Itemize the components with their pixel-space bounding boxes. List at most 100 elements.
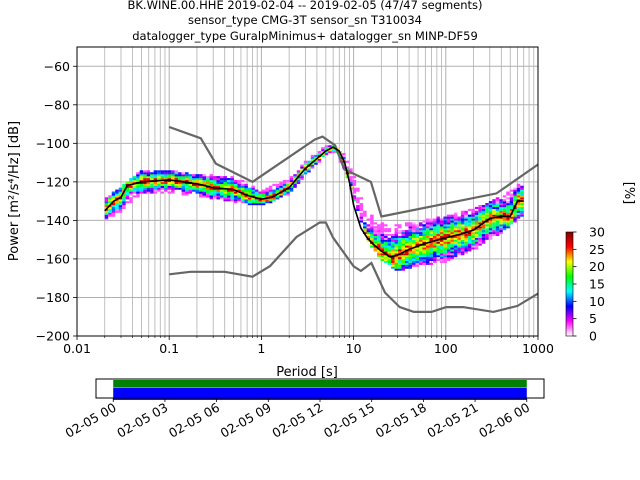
pdf-cell — [411, 226, 416, 229]
pdf-cell — [356, 201, 360, 204]
pdf-cell — [513, 195, 517, 198]
pdf-cell — [405, 266, 409, 269]
pdf-cell — [474, 214, 479, 217]
pdf-cell — [171, 176, 175, 179]
pdf-cell — [457, 226, 461, 229]
pdf-cell — [377, 249, 381, 252]
pdf-cell — [289, 189, 294, 192]
pdf-cell — [293, 185, 297, 188]
pdf-cell — [509, 208, 514, 211]
pdf-cell — [171, 183, 175, 186]
y-axis: −200−180−160−140−120−100−80−60 — [36, 59, 77, 344]
pdf-cell — [401, 249, 406, 252]
pdf-cell — [513, 220, 517, 223]
pdf-cell — [499, 199, 503, 202]
pdf-cell — [254, 199, 259, 202]
pdf-cell — [467, 247, 472, 250]
pdf-cell — [380, 235, 385, 238]
pdf-cell — [443, 231, 447, 235]
pdf-cell — [356, 187, 360, 190]
pdf-cell — [450, 231, 454, 235]
pdf-cell — [488, 201, 493, 204]
pdf-cell — [516, 203, 521, 206]
pdf-cell — [425, 235, 430, 238]
pdf-cell — [104, 218, 109, 221]
pdf-cell — [356, 204, 360, 208]
pdf-cell — [460, 235, 465, 238]
pdf-cell — [446, 231, 451, 235]
pdf-cell — [230, 191, 234, 194]
pdf-cell — [425, 224, 430, 227]
pdf-cell — [488, 220, 493, 223]
pdf-cell — [216, 191, 220, 194]
pdf-cell — [289, 187, 294, 190]
pdf-cell — [247, 201, 252, 204]
pdf-cell — [303, 172, 308, 175]
pdf-cell — [478, 218, 482, 221]
pdf-cell — [478, 239, 482, 242]
pdf-cell — [310, 162, 315, 165]
pdf-cell — [499, 201, 503, 204]
pdf-cell — [108, 199, 112, 202]
pdf-cell — [502, 216, 507, 219]
pdf-cell — [408, 222, 412, 225]
pdf-cell — [146, 172, 151, 175]
pdf-cell — [212, 187, 217, 190]
pdf-cell — [411, 253, 416, 256]
pdf-cell — [398, 262, 402, 265]
pdf-cell — [446, 257, 451, 260]
pdf-cell — [391, 260, 395, 263]
pdf-cell — [443, 260, 447, 263]
pdf-cell — [384, 249, 388, 252]
pdf-cell — [244, 199, 248, 202]
pdf-cell — [223, 193, 227, 196]
pdf-cell — [520, 193, 524, 196]
pdf-cell — [251, 199, 255, 202]
pdf-cell — [478, 241, 482, 244]
pdf-cell — [279, 189, 283, 192]
pdf-cell — [405, 245, 409, 248]
pdf-cell — [122, 197, 126, 200]
pdf-cell — [432, 228, 437, 231]
pdf-cell — [202, 187, 207, 190]
pdf-cell — [492, 208, 496, 211]
pdf-cell — [192, 179, 196, 183]
pdf-cell — [516, 199, 521, 202]
pdf-cell — [139, 183, 144, 186]
pdf-cell — [422, 262, 426, 265]
pdf-cell — [233, 197, 238, 200]
pdf-cell — [513, 203, 517, 206]
pdf-cell — [104, 204, 109, 208]
pdf-cell — [446, 218, 451, 221]
pdf-cell — [471, 245, 475, 248]
pdf-cell — [202, 185, 207, 188]
pdf-cell — [436, 249, 440, 252]
pdf-cell — [349, 183, 353, 186]
pdf-cell — [446, 251, 451, 254]
pdf-cell — [436, 220, 440, 223]
pdf-cell — [132, 179, 137, 183]
pdf-cell — [108, 197, 112, 200]
pdf-cell — [153, 174, 158, 177]
pdf-cell — [275, 183, 280, 186]
pdf-cell — [136, 189, 140, 192]
pdf-cell — [481, 214, 486, 217]
pdf-cell — [502, 210, 507, 213]
pdf-cell — [464, 237, 468, 240]
pdf-cell — [394, 233, 399, 237]
pdf-cell — [401, 235, 406, 238]
pdf-cell — [411, 249, 416, 252]
pdf-cell — [118, 193, 123, 196]
pdf-cell — [481, 206, 486, 210]
pdf-cell — [474, 222, 479, 225]
pdf-cell — [202, 193, 207, 196]
pdf-cell — [223, 176, 227, 179]
pdf-cell — [370, 231, 374, 235]
pdf-cell — [499, 222, 503, 225]
pdf-cell — [405, 233, 409, 237]
pdf-cell — [223, 199, 227, 202]
pdf-cell — [478, 230, 482, 233]
pdf-cell — [502, 203, 507, 206]
pdf-cell — [520, 203, 524, 206]
pdf-cell — [509, 197, 514, 200]
